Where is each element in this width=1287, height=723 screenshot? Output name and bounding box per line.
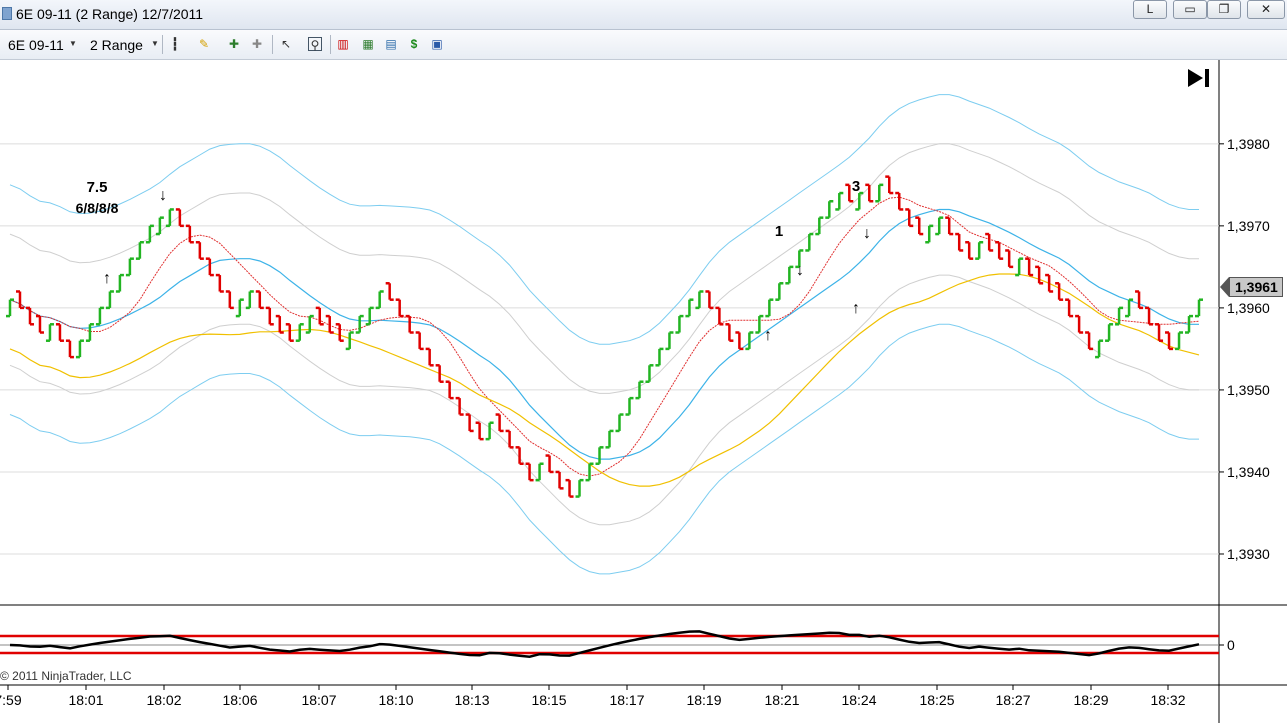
zoom-icon[interactable]: ⚲ [308,37,322,52]
instrument-selector[interactable]: 6E 09-11 [8,37,64,53]
middle-band [9,208,1199,460]
pencil-draw-icon[interactable]: ✎ [198,37,210,51]
scroll-to-end-icon[interactable] [1186,66,1212,90]
y-tick-label: 1,3940 [1227,464,1270,480]
window-title: 6E 09-11 (2 Range) 12/7/2011 [16,6,204,22]
x-tick-label: 18:24 [841,692,876,708]
chevron-down-icon[interactable]: ▼ [151,39,159,48]
price-chart[interactable]: 1,3980 1,3970 1,3960 1,3950 1,3940 1,3930 7.5 6… [0,60,1287,723]
y-tick-label: 1,3970 [1227,218,1270,234]
upper-inner-band [9,143,1199,394]
x-tick-label: 7:59 [0,692,22,708]
add-indicator-icon[interactable]: ✚ [228,37,240,51]
x-tick-label: 18:29 [1073,692,1108,708]
x-tick-label: 18:07 [301,692,336,708]
chart-toolbar: 6E 09-11 ▼ 2 Range ▼ ┇ ✎ ✚ ✚ ↖ ⚲ ▥ ▦ ▤ $… [0,30,1287,60]
signal-arrow: ↑ [103,270,111,287]
toolbar-separator [330,35,331,54]
toolbar-separator [162,35,163,54]
last-price-badge: 1,3961 [1229,277,1283,297]
chart-annotation: 1 [775,223,783,240]
x-tick-label: 18:21 [764,692,799,708]
signal-arrow: ↓ [796,262,804,279]
x-tick-label: 18:01 [68,692,103,708]
link-button[interactable]: L [1133,0,1167,19]
signal-arrow: ↑ [852,300,860,317]
x-tick-label: 18:17 [609,692,644,708]
y-tick-label: 1,3950 [1227,382,1270,398]
x-tick-label: 18:13 [454,692,489,708]
x-tick-label: 18:27 [995,692,1030,708]
signal-arrow: ↓ [159,187,167,204]
x-tick-label: 18:32 [1150,692,1185,708]
chart-annotation: 3 [852,178,860,195]
minimize-button[interactable]: ▭ [1173,0,1207,19]
properties-icon[interactable]: ▣ [431,37,443,51]
indicators-icon[interactable]: ▤ [385,37,397,51]
signal-arrow: ↓ [863,225,871,242]
chart-trader-icon[interactable]: ▥ [337,37,349,51]
title-bar: 6E 09-11 (2 Range) 12/7/2011 L ▭ ❐ ✕ [0,0,1287,30]
x-tick-label: 18:25 [919,692,954,708]
strategies-icon[interactable]: $ [410,37,418,51]
x-tick-label: 18:19 [686,692,721,708]
y-tick-label: 1,3960 [1227,300,1270,316]
bar-style-icon[interactable]: ┇ [171,37,179,51]
strategy-icon[interactable]: ✚ [251,37,263,51]
chart-background [0,60,1287,723]
price-marker-notch [1220,277,1229,297]
upper-outer-band [9,94,1199,345]
x-tick-label: 18:02 [146,692,181,708]
chart-window-icon [2,7,12,20]
signal-arrow: ↑ [764,327,772,344]
cursor-icon[interactable]: ↖ [280,37,292,51]
y-tick-label: 1,3930 [1227,546,1270,562]
close-button[interactable]: ✕ [1247,0,1285,19]
chart-annotation: 6/8/8/8 [76,200,119,216]
x-tick-label: 18:06 [222,692,257,708]
x-tick-label: 18:10 [378,692,413,708]
sma-line [9,273,1200,487]
oscillator-line [9,630,1200,658]
lower-outer-band [9,323,1199,575]
lower-inner-band [9,274,1199,526]
toolbar-separator [272,35,273,54]
x-tick-label: 18:15 [531,692,566,708]
y-tick-label: 1,3980 [1227,136,1270,152]
chevron-down-icon[interactable]: ▼ [69,39,77,48]
interval-selector[interactable]: 2 Range [90,37,143,53]
copyright-text: © 2011 NinjaTrader, LLC [0,669,132,683]
data-series-icon[interactable]: ▦ [362,37,374,51]
restore-button[interactable]: ❐ [1207,0,1241,19]
ema-line [9,196,1200,477]
oscillator-zero-label: 0 [1227,637,1235,653]
chart-annotation: 7.5 [87,179,108,196]
